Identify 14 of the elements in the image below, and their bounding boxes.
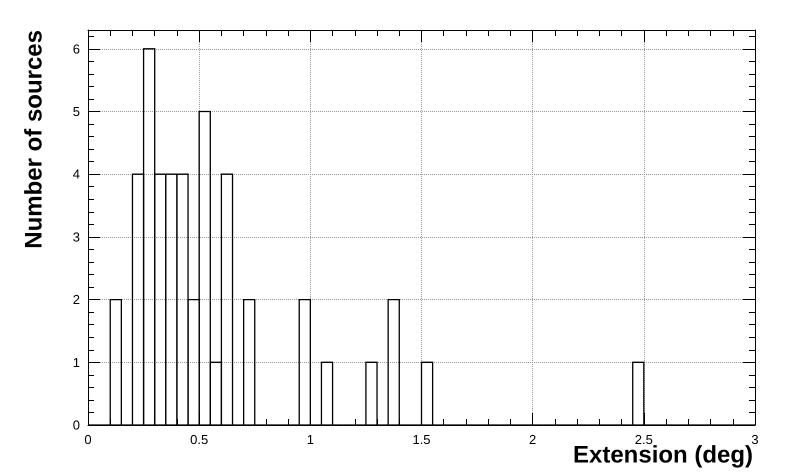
x-tick-label: 3 (751, 432, 759, 447)
y-tick-label: 0 (72, 418, 80, 432)
y-axis-title: Number of sources (20, 30, 48, 249)
y-tick-label: 5 (72, 104, 80, 120)
y-tick-label: 3 (72, 229, 80, 244)
x-tick-label: 0 (84, 432, 92, 447)
y-tick-label: 1 (72, 354, 80, 370)
y-tick-label: 2 (72, 292, 80, 308)
y-tick-label: 4 (72, 166, 80, 182)
y-tick-label: 6 (72, 41, 80, 56)
x-tick-label: 1.5 (412, 432, 431, 447)
x-tick-label: 2 (529, 432, 536, 447)
x-tick-label: 0.5 (190, 432, 208, 447)
x-tick-label: 1 (306, 432, 314, 447)
